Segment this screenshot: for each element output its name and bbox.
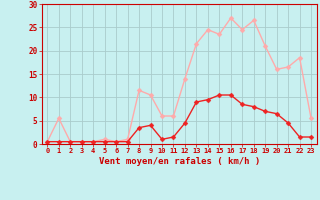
X-axis label: Vent moyen/en rafales ( km/h ): Vent moyen/en rafales ( km/h ) bbox=[99, 157, 260, 166]
